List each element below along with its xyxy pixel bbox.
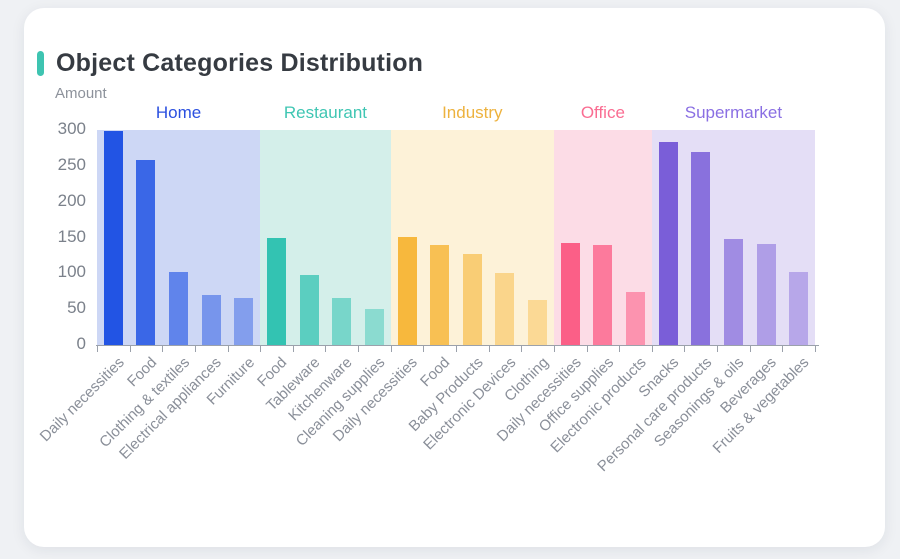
x-axis-tick — [423, 346, 425, 352]
x-axis-tick — [651, 346, 653, 352]
bar-supermarket-personal-care-products — [691, 151, 711, 345]
x-axis-tick — [717, 346, 719, 352]
bar-restaurant-kitchenware — [332, 298, 352, 345]
bar-industry-baby-products — [462, 253, 482, 345]
y-tick-label: 300 — [57, 119, 86, 138]
x-axis-tick — [260, 346, 262, 352]
x-axis-tick — [227, 346, 229, 352]
x-axis-tick — [619, 346, 621, 352]
x-axis-tick — [162, 346, 164, 352]
bar-home-furniture — [234, 298, 254, 345]
bar-chart: 0 50 100 150 200 250 300 Home Daily necessities F… — [24, 8, 885, 547]
x-axis-tick — [97, 346, 98, 352]
bar-supermarket-seasonings-oils — [723, 238, 743, 345]
bar-home-electrical-appliances — [201, 294, 221, 345]
chart-title: Object Categories Distribution — [56, 48, 424, 77]
y-tick-label: 200 — [57, 190, 86, 210]
bar-supermarket-fruits-vegetables — [789, 271, 809, 345]
bar-industry-daily-necessities — [397, 236, 417, 345]
group-label-office: Office — [580, 103, 625, 122]
bar-supermarket-beverages — [756, 243, 776, 345]
x-axis-tick — [521, 346, 523, 352]
x-axis-tick — [684, 346, 686, 352]
bar-office-office-supplies — [593, 245, 613, 345]
bar-office-daily-necessities — [560, 242, 580, 345]
group-label-restaurant: Restaurant — [283, 103, 368, 122]
y-tick-label: 50 — [67, 298, 86, 318]
bar-home-daily-necessities — [103, 131, 123, 345]
x-axis-tick — [749, 346, 751, 352]
y-tick-label: 100 — [57, 262, 86, 282]
x-axis-tick — [815, 346, 816, 352]
group-label-home: Home — [155, 103, 202, 122]
x-axis-line — [96, 345, 819, 346]
y-axis-title: Amount — [55, 85, 107, 102]
x-axis-tick — [325, 346, 327, 352]
bar-restaurant-food — [267, 238, 286, 345]
x-axis-tick — [782, 346, 784, 352]
x-axis-tick — [390, 346, 392, 352]
x-axis-tick — [292, 346, 294, 352]
bar-home-clothing-textiles — [169, 271, 189, 345]
bar-restaurant-tableware — [299, 275, 319, 345]
x-axis-tick — [586, 346, 588, 352]
group-label-supermarket: Supermarket — [684, 103, 783, 122]
y-tick-label: 250 — [57, 154, 86, 174]
y-tick-label: 150 — [57, 226, 86, 246]
bar-office-electronic-products — [626, 291, 645, 345]
bar-industry-food — [430, 244, 450, 345]
x-axis-tick — [358, 346, 360, 352]
y-tick-label: 0 — [76, 334, 86, 353]
title-accent-bar — [37, 50, 44, 76]
chart-card: Object Categories Distribution Amount 0 5… — [24, 8, 885, 547]
x-axis-tick — [553, 346, 555, 352]
x-axis-tick — [456, 346, 457, 352]
bar-restaurant-cleaning-supplies — [364, 309, 384, 345]
bar-supermarket-snacks — [658, 142, 678, 345]
bar-home-food — [136, 160, 156, 345]
bar-industry-clothing — [528, 299, 548, 345]
group-label-industry: Industry — [442, 103, 503, 122]
bar-industry-electronic-devices — [495, 273, 515, 345]
x-axis-tick — [488, 346, 490, 352]
chart-header: Object Categories Distribution — [37, 48, 423, 78]
x-axis-tick — [129, 346, 131, 352]
x-axis-tick — [194, 346, 196, 352]
